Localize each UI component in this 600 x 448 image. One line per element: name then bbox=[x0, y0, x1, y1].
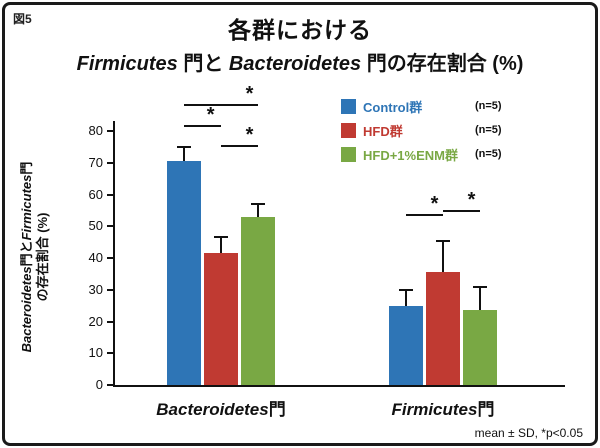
plot-area: 0 10 20 30 40 50 60 70 80 Bacteroidetes門 Firmicute… bbox=[5, 5, 595, 443]
legend-n-label: (n=5) bbox=[475, 148, 502, 160]
error-bar-line bbox=[183, 146, 185, 162]
significance-asterisk: * bbox=[467, 189, 476, 212]
y-tick-mark bbox=[107, 352, 113, 355]
significance-line bbox=[184, 104, 258, 106]
y-tick-label: 10 bbox=[88, 345, 103, 361]
y-tick-label: 20 bbox=[88, 313, 103, 329]
legend-swatch bbox=[341, 98, 356, 114]
title-bacteroidetes: Bacteroidetes bbox=[228, 53, 362, 75]
y-tick-mark bbox=[107, 193, 113, 196]
bar bbox=[463, 310, 497, 385]
x-axis-line bbox=[113, 385, 565, 387]
error-bar-cap bbox=[473, 285, 487, 288]
y-tick-mark bbox=[107, 384, 113, 386]
legend-item: HFD+1%ENM群 (n=5) bbox=[341, 145, 561, 163]
legend-series-name: HFD群 bbox=[363, 123, 403, 139]
y-tick-label: 60 bbox=[88, 186, 103, 202]
chart-title-line2: Firmicutes 門と Bacteroidetes 門の存在割合 (%) bbox=[5, 47, 595, 76]
legend-item: Control群 (n=5) bbox=[341, 97, 561, 115]
y-tick-label: 80 bbox=[88, 123, 103, 138]
legend-swatch bbox=[341, 122, 356, 138]
title-firmicutes: Firmicutes bbox=[76, 53, 178, 75]
y-tick-mark bbox=[107, 130, 113, 132]
y-tick-label: 0 bbox=[95, 377, 103, 392]
category-label: Bacteroidetes門 bbox=[156, 400, 286, 419]
y-tick-label: 30 bbox=[88, 281, 103, 297]
bar bbox=[204, 253, 238, 385]
significance-line bbox=[221, 145, 258, 148]
y-tick-mark bbox=[107, 161, 113, 164]
chart-title-line1: 各群における bbox=[228, 17, 372, 43]
error-bar-line bbox=[442, 240, 444, 273]
legend-n-label: (n=5) bbox=[475, 124, 502, 136]
significance-asterisk: * bbox=[245, 83, 254, 105]
title-mid: 門と bbox=[177, 53, 229, 75]
significance-line bbox=[443, 210, 480, 213]
error-bar-line bbox=[220, 237, 222, 254]
category-label: Firmicutes門 bbox=[391, 400, 495, 419]
title-suffix: 門の存在割合 (%) bbox=[361, 53, 524, 75]
y-axis-line bbox=[113, 121, 115, 387]
legend-item: HFD群 (n=5) bbox=[341, 121, 561, 139]
y-tick-mark bbox=[107, 288, 113, 291]
significance-asterisk: * bbox=[245, 124, 254, 147]
figure-number-label: 図5 bbox=[13, 12, 32, 26]
significance-line bbox=[184, 124, 221, 127]
y-tick-mark bbox=[107, 257, 113, 259]
y-tick-label: 50 bbox=[88, 218, 103, 234]
legend-swatch bbox=[341, 146, 356, 162]
legend-series-name: HFD+1%ENM群 bbox=[363, 147, 458, 163]
y-tick-label: 70 bbox=[88, 154, 103, 170]
bar bbox=[426, 272, 460, 385]
legend-n-label: (n=5) bbox=[475, 100, 502, 112]
error-bar-cap bbox=[251, 203, 265, 206]
error-bar-cap bbox=[214, 236, 228, 239]
y-tick-mark bbox=[107, 320, 113, 323]
error-bar-cap bbox=[399, 288, 413, 291]
significance-asterisk: * bbox=[430, 192, 439, 215]
error-bar-line bbox=[405, 289, 407, 306]
error-bar-line bbox=[479, 286, 481, 311]
error-bar-cap bbox=[177, 145, 191, 148]
error-bar-line bbox=[257, 204, 259, 217]
bar bbox=[389, 305, 423, 385]
footnote: mean ± SD, *p<0.05 bbox=[474, 426, 583, 440]
bar bbox=[167, 161, 201, 385]
y-tick-mark bbox=[107, 225, 113, 228]
significance-asterisk: * bbox=[206, 103, 215, 126]
error-bar-cap bbox=[436, 239, 450, 242]
bar bbox=[241, 216, 275, 385]
chart-title: 各群における Firmicutes 門と Bacteroidetes 門の存在割… bbox=[5, 11, 595, 76]
legend-series-name: Control群 bbox=[363, 99, 423, 115]
significance-line bbox=[406, 213, 443, 216]
y-tick-label: 40 bbox=[88, 250, 103, 265]
